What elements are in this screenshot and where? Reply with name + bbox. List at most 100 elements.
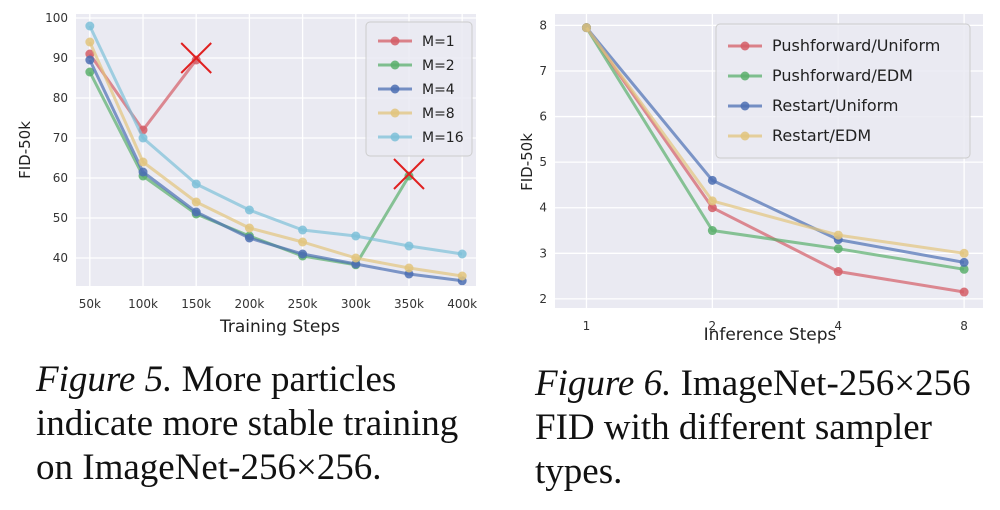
series-line-2: [585, 26, 965, 271]
x-axis-label: Inference Steps: [704, 325, 837, 345]
data-point: [457, 249, 467, 259]
x-tick-label: 4: [834, 319, 842, 333]
data-point: [244, 205, 254, 215]
y-tick-label: 8: [539, 18, 547, 32]
legend-label: Restart/EDM: [772, 126, 871, 145]
y-tick-label: 50: [53, 211, 68, 225]
data-point: [404, 241, 414, 251]
data-point: [191, 207, 201, 217]
x-tick-label: 8: [960, 319, 968, 333]
data-point: [833, 267, 843, 277]
legend-label: Restart/Uniform: [772, 96, 899, 115]
data-point: [707, 203, 717, 213]
tick-labels: 40 50 60 70 80 90 100 50k 100k 150k 200k 250k 300k 35…: [45, 11, 477, 311]
figure-6-chart: 2 3 4 5 6 7 8 1 2 4 8 Inference Steps FID-50k Push…: [518, 14, 983, 345]
x-tick-label: 100k: [128, 297, 158, 311]
divergence-marker: [180, 42, 212, 74]
data-point: [833, 230, 843, 240]
y-axis-label: FID-50k: [518, 133, 536, 191]
y-tick-label: 2: [539, 292, 547, 306]
data-point: [85, 37, 95, 47]
legend-marker: [390, 132, 400, 142]
data-point: [707, 196, 717, 206]
data-point: [85, 55, 95, 65]
x-tick-label: 200k: [234, 297, 264, 311]
legend-label: Pushforward/Uniform: [772, 36, 940, 55]
caption-lead: Figure 5.: [36, 359, 173, 400]
legend-marker: [740, 131, 750, 141]
legend-marker: [740, 41, 750, 51]
y-tick-label: 6: [539, 110, 547, 124]
data-point: [138, 167, 148, 177]
caption-text: ImageNet-256×256 FID with different samp…: [535, 363, 971, 492]
data-point: [833, 244, 843, 254]
legend-marker: [390, 84, 400, 94]
data-point: [351, 231, 361, 241]
series-line-3: [585, 26, 965, 264]
caption-lead: Figure 6.: [535, 363, 672, 404]
x-tick-label: 50k: [79, 297, 101, 311]
x-tick-label: 350k: [394, 297, 424, 311]
data-point: [404, 171, 414, 181]
data-point: [298, 225, 308, 235]
legend-marker: [740, 71, 750, 81]
legend-marker: [390, 60, 400, 70]
data-point: [191, 197, 201, 207]
caption-text: More particles indicate more stable trai…: [36, 359, 459, 488]
y-tick-label: 80: [53, 91, 68, 105]
data-point: [959, 248, 969, 258]
legend: Pushforward/Uniform Pushforward/EDM Restar…: [715, 23, 971, 159]
data-point: [959, 257, 969, 267]
series-line-4: [88, 41, 463, 278]
y-tick-label: 70: [53, 131, 68, 145]
data-point: [404, 263, 414, 273]
data-point: [581, 23, 591, 33]
y-tick-label: 4: [539, 201, 547, 215]
data-point: [138, 157, 148, 167]
x-tick-label: 150k: [181, 297, 211, 311]
x-tick-label: 300k: [341, 297, 371, 311]
y-tick-label: 3: [539, 246, 547, 260]
x-tick-label: 250k: [288, 297, 318, 311]
legend-label: M=4: [422, 82, 455, 98]
series-line-4: [585, 26, 965, 255]
legend: M=1 M=2 M=4 M=8 M=16: [365, 21, 473, 157]
x-tick-label: 2: [709, 319, 717, 333]
figure-5-caption: Figure 5. More particles indicate more s…: [36, 358, 476, 490]
series-lines: [85, 21, 467, 286]
data-point: [244, 233, 254, 243]
tick-labels: 2 3 4 5 6 7 8 1 2 4 8: [539, 18, 968, 333]
y-tick-label: 90: [53, 51, 68, 65]
legend-marker: [390, 36, 400, 46]
y-axis-label: FID-50k: [16, 121, 34, 179]
legend-box: [715, 23, 971, 159]
figure-5-chart: 40 50 60 70 80 90 100 50k 100k 150k 200k 250k 300k 35…: [16, 11, 477, 337]
x-tick-label: 1: [583, 319, 591, 333]
x-tick-label: 400k: [447, 297, 477, 311]
data-point: [191, 55, 201, 65]
data-point: [298, 249, 308, 259]
data-point: [85, 67, 95, 77]
data-point: [138, 133, 148, 143]
legend-marker: [740, 101, 750, 111]
legend-label: M=1: [422, 34, 455, 50]
y-tick-label: 100: [45, 11, 68, 25]
legend-label: M=16: [422, 130, 464, 146]
y-tick-label: 40: [53, 251, 68, 265]
series-line-3: [88, 59, 463, 283]
data-point: [191, 179, 201, 189]
data-point: [707, 226, 717, 236]
data-point: [707, 175, 717, 185]
series-lines: [581, 23, 969, 297]
data-point: [298, 237, 308, 247]
series-line-5: [88, 25, 463, 256]
data-point: [959, 287, 969, 297]
legend-marker: [390, 108, 400, 118]
data-point: [351, 253, 361, 263]
legend-label: M=8: [422, 106, 455, 122]
data-point: [457, 271, 467, 281]
legend-label: Pushforward/EDM: [772, 66, 913, 85]
figure-6-caption: Figure 6. ImageNet-256×256 FID with diff…: [535, 362, 975, 494]
x-axis-label: Training Steps: [219, 317, 340, 337]
divergence-marker: [393, 158, 425, 190]
